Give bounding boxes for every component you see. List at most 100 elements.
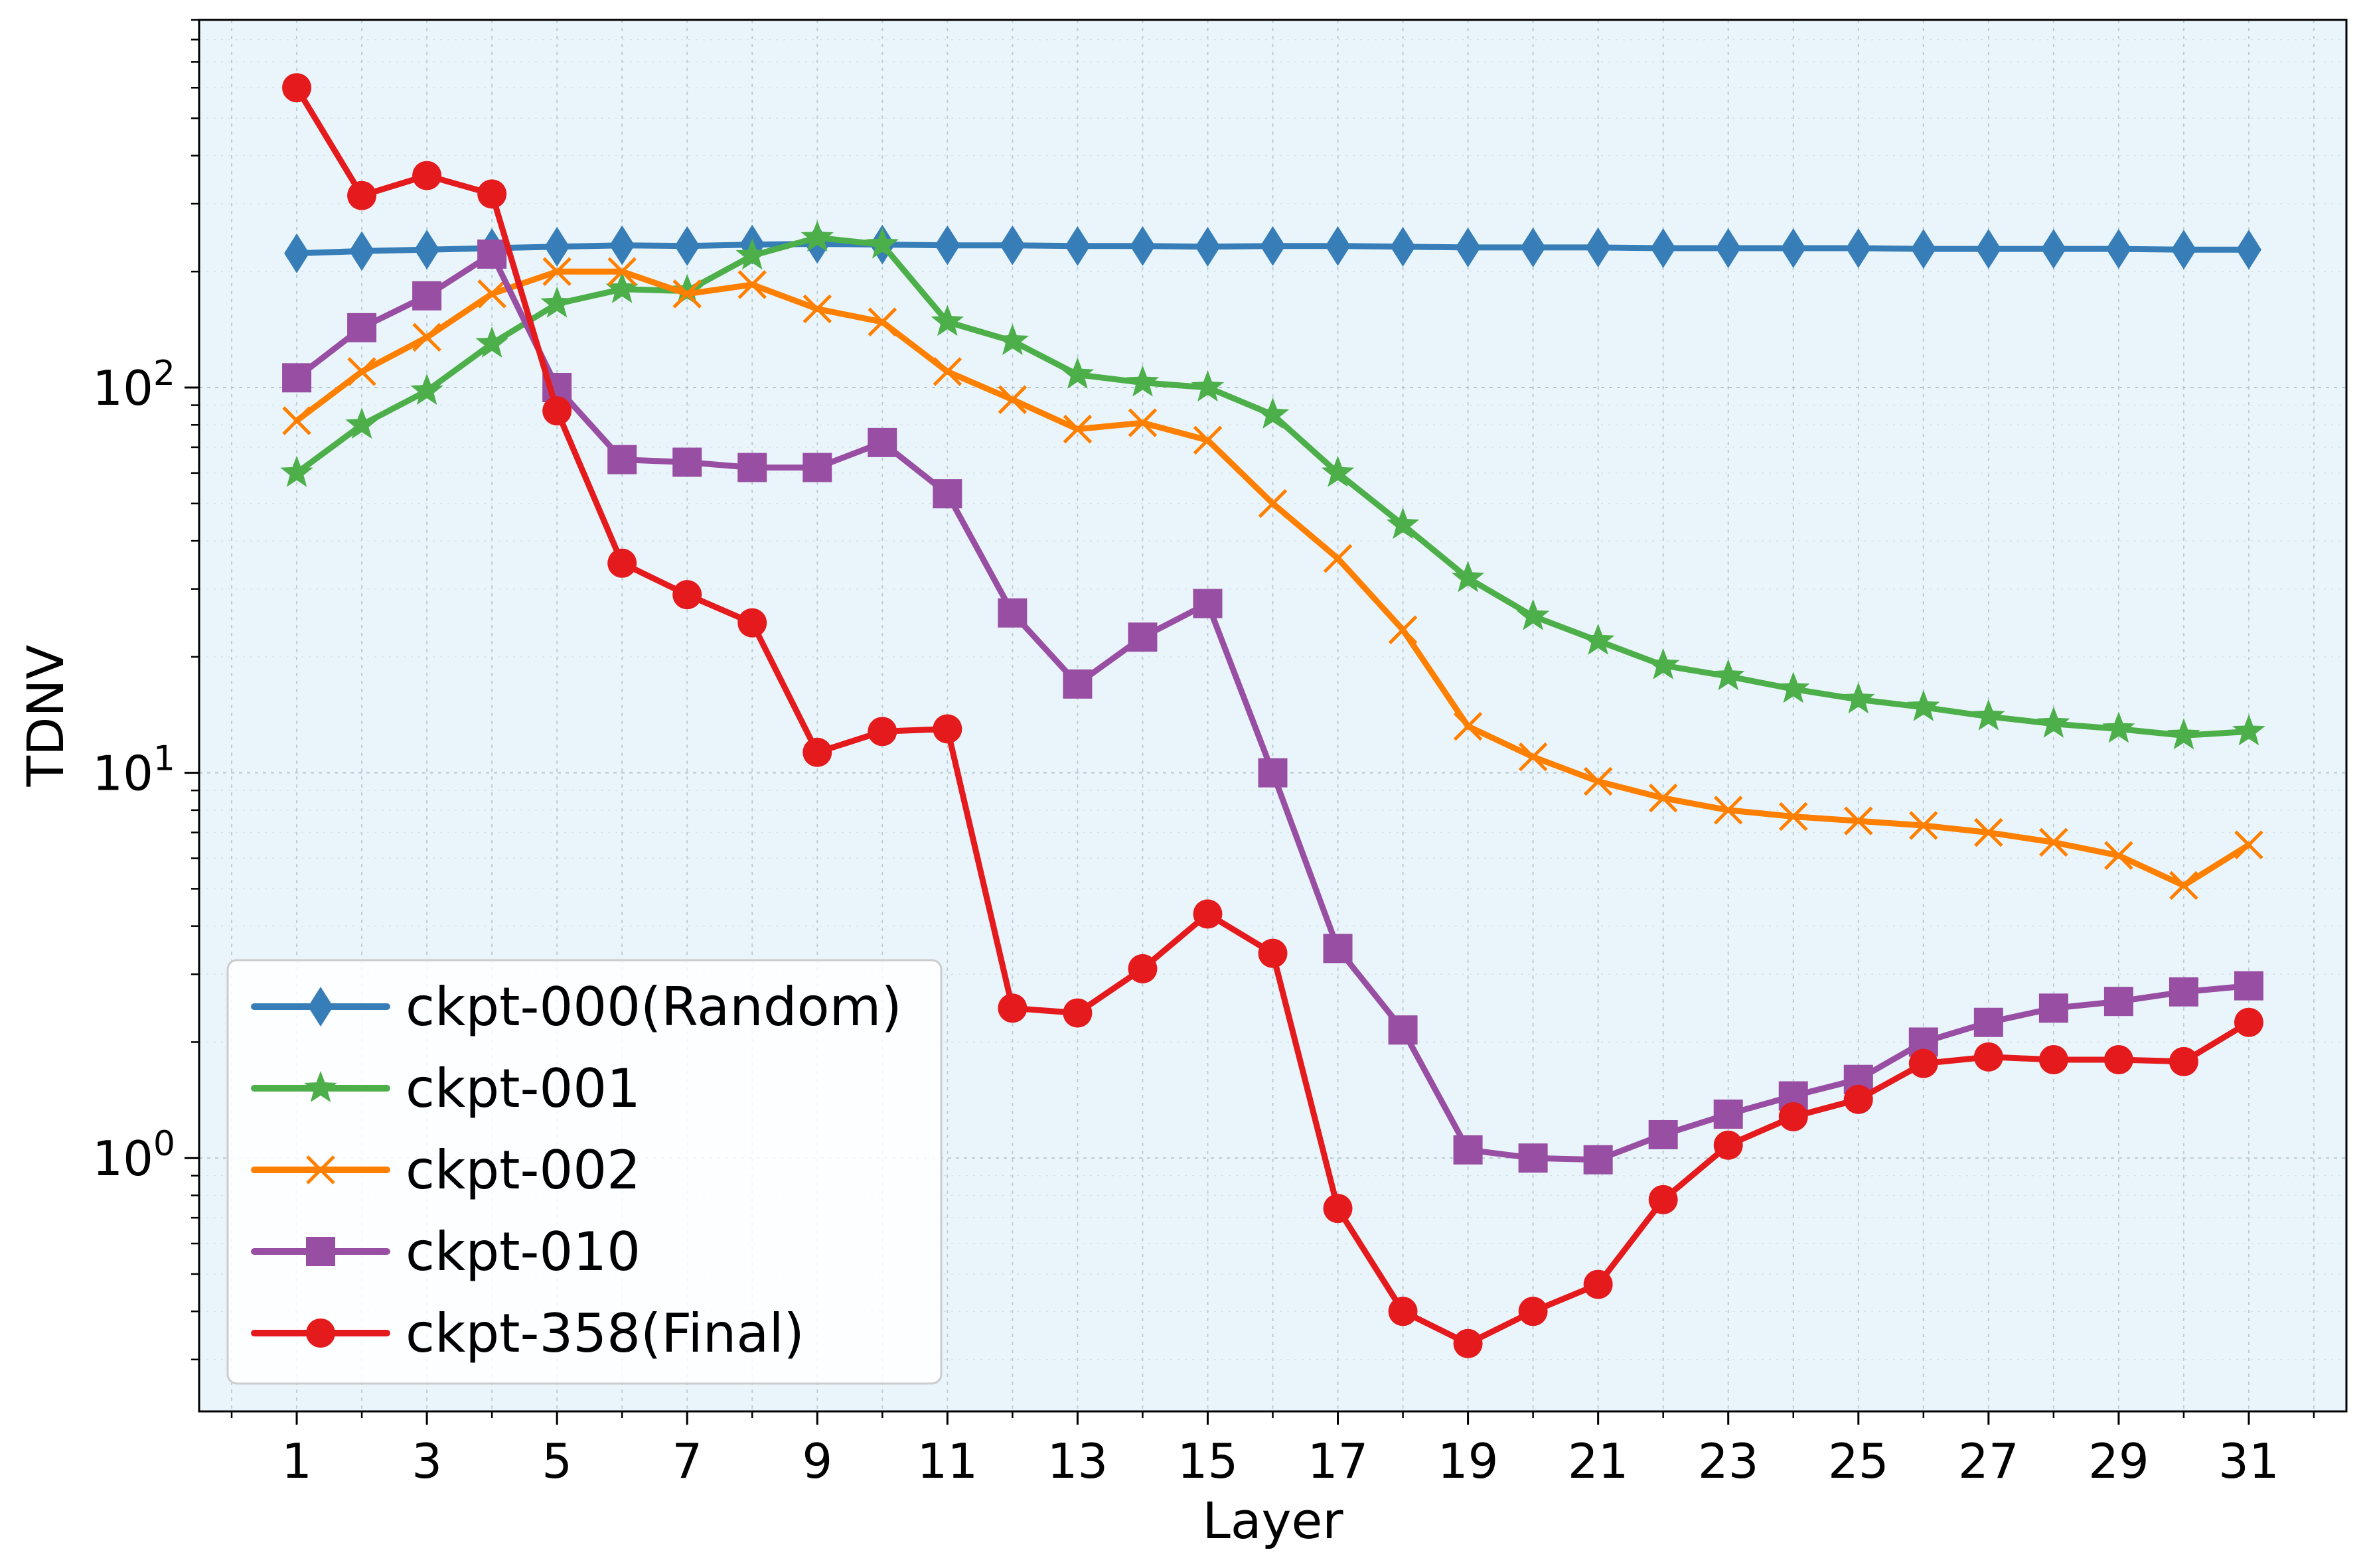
data-point: [1520, 227, 1546, 267]
data-point: [1455, 227, 1481, 267]
data-point: [670, 273, 704, 305]
data-point: [1648, 1119, 1678, 1149]
data-point: [1258, 758, 1288, 788]
data-point: [1648, 783, 1678, 813]
series-ckpt-010: [282, 239, 2263, 1175]
data-point: [607, 445, 637, 474]
data-point: [1063, 669, 1093, 699]
data-point: [1844, 806, 1873, 835]
legend-item-ckpt-358-final: ckpt-358(Final): [251, 1303, 804, 1364]
data-point: [1193, 589, 1223, 618]
data-point: [1191, 370, 1225, 402]
x-tick-label: 27: [1958, 1433, 2019, 1489]
data-point: [1713, 1100, 1743, 1129]
data-point: [2169, 977, 2198, 1007]
data-point: [1650, 228, 1676, 269]
data-point: [868, 307, 897, 336]
x-marker-stroke: [737, 270, 767, 299]
data-point: [1583, 766, 1613, 796]
data-point: [1778, 1102, 1808, 1131]
data-point: [1975, 229, 2001, 269]
data-point: [1258, 489, 1288, 518]
data-point: [998, 598, 1028, 628]
x-marker-stroke: [672, 279, 702, 309]
data-point: [1388, 1015, 1418, 1045]
data-point: [1583, 1269, 1613, 1299]
data-point: [2038, 1045, 2068, 1075]
data-point: [1778, 802, 1808, 831]
x-marker-stroke: [1323, 543, 1353, 573]
data-point: [347, 313, 377, 342]
data-point: [412, 322, 441, 352]
data-point: [2169, 871, 2198, 900]
series-ckpt-001: [280, 220, 2265, 750]
x-tick-label: 23: [1698, 1433, 1759, 1489]
data-point: [477, 239, 507, 269]
x-axis-label: Layer: [1203, 1491, 1344, 1550]
data-point: [1647, 648, 1680, 679]
data-point: [2037, 706, 2070, 738]
x-marker-stroke: [998, 385, 1028, 415]
legend: ckpt-000(Random) ckpt-001 ckpt-002 ckpt-010…: [226, 959, 943, 1385]
data-point: [412, 161, 442, 190]
data-point: [2232, 714, 2265, 746]
x-marker-stroke: [282, 406, 311, 435]
data-point: [475, 326, 508, 358]
data-point: [2171, 230, 2196, 270]
legend-item-ckpt-002: ckpt-002: [251, 1139, 641, 1201]
x-marker-stroke: [1778, 802, 1808, 831]
data-point: [802, 294, 832, 324]
legend-box: [226, 959, 943, 1385]
data-point: [802, 453, 832, 482]
data-point: [933, 714, 962, 744]
data-point: [1256, 397, 1290, 429]
data-point: [674, 226, 700, 266]
x-tick-label: 11: [917, 1433, 978, 1489]
data-point: [414, 230, 440, 270]
x-marker-stroke: [1518, 742, 1548, 772]
data-point: [1063, 998, 1093, 1028]
data-point: [735, 238, 769, 270]
x-marker-stroke: [1193, 425, 1223, 455]
data-point: [737, 608, 767, 638]
data-point: [542, 396, 572, 426]
x-tick-label: 31: [2218, 1433, 2279, 1489]
x-tick-label: 25: [1828, 1433, 1889, 1489]
data-point: [1907, 689, 1940, 721]
x-tick-label: 21: [1568, 1433, 1629, 1489]
x-marker-stroke: [1453, 711, 1483, 741]
y-axis-label: TDNV: [16, 645, 75, 788]
data-point: [1388, 1297, 1418, 1326]
x-marker-stroke: [868, 307, 897, 336]
x-marker-stroke: [1388, 615, 1418, 644]
legend-item-ckpt-010: ckpt-010: [251, 1221, 641, 1283]
data-point: [1126, 365, 1160, 397]
x-tick-label: 1: [281, 1433, 312, 1489]
data-point: [1518, 1297, 1548, 1326]
legend-marker: [306, 1155, 335, 1184]
legend-label: ckpt-010: [406, 1221, 641, 1283]
x-tick-label: 5: [542, 1433, 572, 1489]
data-point: [349, 231, 375, 271]
data-point: [1388, 615, 1418, 644]
data-point: [1451, 561, 1485, 593]
data-point: [1842, 682, 1875, 714]
x-marker-stroke: [2169, 871, 2198, 900]
data-point: [607, 548, 637, 578]
x-marker-stroke: [933, 357, 962, 386]
data-point: [1453, 1328, 1483, 1358]
data-point: [1128, 408, 1158, 437]
x-tick-label: 29: [2088, 1433, 2149, 1489]
data-point: [544, 226, 570, 267]
data-point: [1453, 711, 1483, 741]
x-marker-stroke: [347, 357, 376, 386]
data-point: [1128, 622, 1158, 652]
data-point: [1843, 1084, 1873, 1114]
data-point: [802, 737, 832, 767]
data-point: [737, 270, 767, 299]
data-point: [2169, 1046, 2198, 1076]
data-point: [1325, 226, 1351, 266]
x-marker-stroke: [2039, 827, 2068, 857]
